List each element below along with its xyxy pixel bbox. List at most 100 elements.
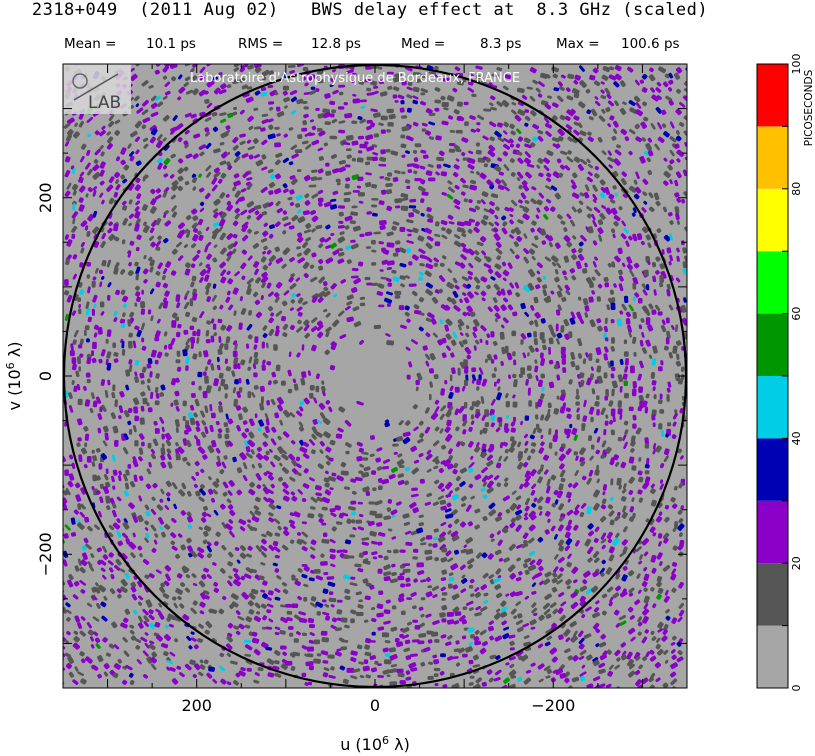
heat-cell: [546, 198, 552, 204]
heat-cell: [644, 470, 650, 475]
heat-cell: [541, 240, 547, 245]
heat-cell: [475, 65, 483, 70]
heat-cell: [121, 200, 127, 206]
heat-cell: [120, 147, 127, 155]
heat-cell: [494, 130, 502, 138]
heat-cell: [156, 157, 163, 164]
heat-cell: [642, 178, 649, 185]
heat-cell: [363, 659, 369, 664]
heat-cell: [199, 66, 206, 73]
heat-cell: [473, 226, 480, 233]
heat-cell: [659, 409, 665, 414]
colorbar-level: [757, 313, 788, 376]
heat-cell: [428, 121, 436, 126]
heat-cell: [332, 168, 340, 174]
heat-cell: [539, 332, 545, 340]
heat-cell: [408, 205, 417, 209]
heat-cell: [204, 98, 210, 104]
heat-cell: [597, 227, 604, 235]
heat-cell: [421, 122, 428, 127]
heat-cell: [373, 112, 381, 118]
heat-cell: [678, 121, 685, 127]
heat-cell: [135, 200, 141, 206]
heat-cell: [441, 618, 447, 623]
heat-cell: [494, 263, 502, 270]
heat-cell: [406, 228, 413, 233]
heat-cell: [154, 336, 160, 342]
heat-cell: [219, 112, 227, 117]
heat-cell: [661, 249, 665, 255]
heat-cell: [467, 228, 473, 234]
heat-cell: [318, 130, 326, 137]
heat-cell: [411, 487, 418, 492]
heat-cell: [317, 197, 324, 203]
heat-cell: [577, 247, 583, 254]
heat-cell: [205, 338, 211, 344]
heat-cell: [165, 261, 172, 268]
heat-cell: [135, 218, 141, 225]
heat-cell: [427, 675, 434, 681]
heat-cell: [224, 433, 230, 440]
heat-cell: [625, 318, 631, 325]
heat-cell: [401, 154, 406, 158]
heat-cell: [550, 255, 559, 263]
heat-cell: [268, 190, 274, 195]
heat-cell: [575, 260, 582, 270]
heat-cell: [643, 150, 649, 156]
heat-cell: [511, 330, 517, 337]
heat-cell: [608, 74, 617, 81]
heat-cell: [420, 212, 425, 217]
heat-cell: [653, 394, 657, 400]
heat-cell: [578, 200, 584, 206]
heat-cell: [601, 74, 609, 81]
heat-cell: [379, 269, 384, 272]
heat-cell: [394, 170, 401, 174]
heat-cell: [433, 374, 439, 380]
heat-cell: [303, 229, 312, 234]
heat-cell: [276, 111, 285, 118]
heat-cell: [659, 393, 663, 400]
heat-cell: [254, 336, 259, 344]
heat-cell: [198, 89, 207, 97]
heat-cell: [379, 91, 388, 97]
heat-cell: [135, 103, 140, 108]
heat-cell: [289, 175, 296, 180]
heat-cell: [385, 182, 393, 188]
heat-cell: [253, 261, 260, 268]
heat-cell: [631, 465, 637, 471]
heat-cell: [469, 184, 478, 191]
heat-cell: [641, 137, 646, 142]
heat-cell: [584, 184, 590, 192]
heat-cell: [71, 225, 78, 233]
heat-cell: [550, 185, 558, 192]
heat-cell: [401, 197, 409, 201]
heat-cell: [302, 210, 310, 216]
heat-cell: [514, 227, 522, 235]
heat-cell: [657, 311, 663, 316]
heat-cell: [400, 193, 409, 199]
heat-cell: [72, 190, 77, 196]
heat-cell: [420, 73, 427, 79]
heat-cell: [343, 197, 351, 203]
heat-cell: [193, 133, 201, 139]
stat-rms-label: RMS =: [238, 36, 284, 52]
heat-cell: [562, 367, 567, 373]
heat-cell: [502, 221, 508, 227]
heat-cell: [72, 203, 76, 211]
heat-cell: [284, 105, 288, 109]
heat-cell: [378, 79, 385, 85]
heat-cell: [171, 76, 177, 82]
heat-cell: [640, 240, 645, 246]
heat-cell: [454, 611, 462, 616]
colorbar-level: [757, 126, 788, 189]
heat-cell: [175, 427, 179, 433]
heat-cell: [205, 142, 212, 149]
heat-cell: [552, 171, 561, 179]
heat-cell: [127, 182, 135, 191]
heat-cell: [633, 352, 637, 357]
heat-cell: [239, 133, 246, 138]
heat-cell: [342, 141, 351, 146]
heat-cell: [412, 121, 419, 127]
heat-cell: [274, 221, 281, 227]
heat-cell: [285, 603, 292, 608]
